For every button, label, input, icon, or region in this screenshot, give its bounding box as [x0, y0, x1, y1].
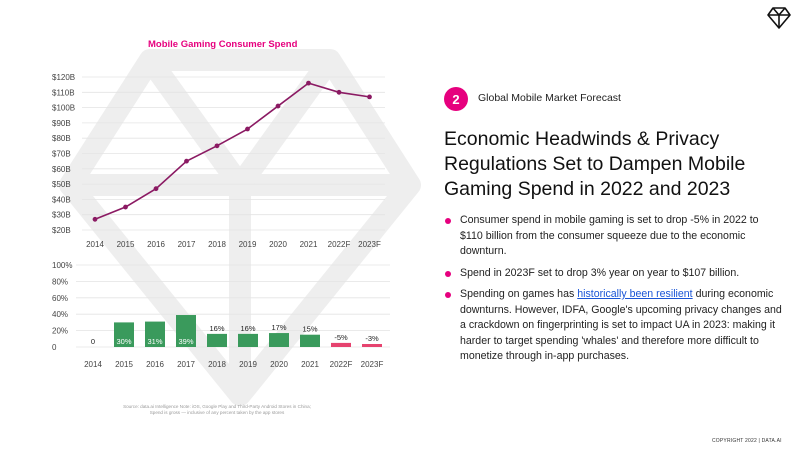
bar-chart-data-label: -5%	[334, 333, 348, 342]
copyright: COPYRIGHT 2022 | DATA.AI	[712, 438, 782, 444]
bar-chart-x-tick-label: 2016	[146, 360, 164, 369]
line-chart-y-tick-label: $60B	[52, 165, 71, 174]
headline: Economic Headwinds & Privacy Regulations…	[444, 128, 746, 200]
line-chart-point	[123, 204, 128, 210]
bar-chart-data-label: 17%	[271, 323, 286, 332]
bar-chart-x-tick-label: 2018	[208, 360, 226, 369]
line-chart-y-tick-label: $20B	[52, 226, 71, 235]
historically-resilient-link[interactable]: historically been resilient	[577, 288, 693, 300]
bar-chart-bar	[362, 344, 382, 347]
line-chart-y-tick-label: $100B	[52, 104, 75, 113]
bar-chart-y-tick-label: 80%	[52, 277, 68, 286]
line-chart-point	[336, 89, 342, 95]
line-chart-y-tick-label: $40B	[52, 195, 71, 204]
line-chart-y-tick-label: $90B	[52, 119, 71, 128]
line-chart-point	[214, 143, 220, 149]
bar-chart-y-tick-label: 60%	[52, 294, 68, 303]
line-chart-x-tick-label: 2015	[117, 240, 135, 249]
bullet-dot-icon	[445, 270, 451, 277]
bar-chart-data-label: 30%	[116, 337, 131, 346]
line-chart-x-tick-label: 2018	[208, 240, 226, 249]
bar-chart-y-tick-label: 100%	[52, 261, 72, 270]
bar-chart-bar	[331, 342, 351, 347]
bar-chart-data-label: 16%	[209, 324, 224, 333]
bar-chart-x-tick-label: 2017	[177, 360, 195, 369]
line-chart-point	[367, 94, 372, 100]
line-chart-point	[153, 186, 159, 192]
section-label: Global Mobile Market Forecast	[478, 92, 621, 104]
line-chart-point	[184, 158, 189, 164]
line-chart-x-tick-label: 2017	[178, 240, 196, 249]
bullet-item: Consumer spend in mobile gaming is set t…	[444, 213, 784, 260]
line-chart-point	[92, 216, 98, 222]
bullet-dot-icon	[445, 218, 451, 224]
source-note: Source: data.ai Intelligence Note: iOS, …	[123, 404, 311, 416]
bar-chart-bar	[114, 322, 134, 347]
bullet-text: Spend in 2023F set to drop 3% year on ye…	[460, 266, 740, 279]
bar-chart-y-tick-label: 0	[52, 343, 57, 352]
bullet-text-before: Spending on games has	[460, 288, 578, 300]
diamond-icon	[767, 7, 791, 29]
line-chart-y-tick-label: $70B	[52, 150, 71, 159]
line-chart-y-tick-label: $120B	[52, 73, 75, 82]
bar-chart-data-label: 39%	[178, 337, 193, 346]
bar-chart-bar	[300, 334, 320, 347]
line-chart-x-tick-label: 2022F	[328, 240, 351, 249]
line-chart-point	[306, 80, 311, 86]
bar-chart-x-tick-label: 2015	[115, 360, 133, 369]
line-chart-point	[275, 103, 281, 109]
line-chart-point	[245, 126, 250, 132]
bar-chart-x-tick-label: 2022F	[330, 360, 353, 369]
bar-chart-x-tick-label: 2020	[270, 360, 288, 369]
line-chart-x-tick-label: 2021	[300, 240, 318, 249]
bar-chart-bar	[238, 333, 258, 347]
line-chart-y-tick-label: $80B	[52, 134, 71, 143]
line-chart-series-line	[94, 82, 370, 221]
bar-chart-y-tick-label: 20%	[52, 327, 68, 336]
line-chart-x-tick-label: 2020	[269, 240, 287, 249]
line-chart: $20B $30B $40B $50B $60B $70B $80B $90B $100B $11…	[52, 73, 385, 249]
line-chart-y-tick-label: $30B	[52, 211, 71, 220]
line-chart-y-tick-label: $110B	[52, 88, 75, 97]
line-chart-x-tick-label: 2016	[147, 240, 165, 249]
line-chart-x-tick-label: 2019	[239, 240, 257, 249]
bullet-dot-icon	[445, 292, 451, 298]
line-chart-title: Mobile Gaming Consumer Spend	[148, 39, 298, 50]
bar-chart-bar	[145, 321, 165, 347]
bar-chart-data-label: 16%	[240, 324, 255, 333]
bar-chart-bar	[269, 333, 289, 347]
bullet-list: Consumer spend in mobile gaming is set t…	[444, 213, 784, 371]
bar-chart-data-label: 0	[91, 337, 95, 346]
section-number-badge: 2	[444, 87, 468, 111]
line-chart-x-tick-label: 2023F	[358, 240, 381, 249]
bullet-item: Spend in 2023F set to drop 3% year on ye…	[444, 266, 784, 282]
line-chart-x-tick-label: 2014	[86, 240, 104, 249]
line-chart-y-tick-label: $50B	[52, 180, 71, 189]
bar-chart-x-tick-label: 2021	[301, 360, 319, 369]
bar-chart-x-tick-label: 2023F	[361, 360, 384, 369]
bar-chart: 0 20% 40% 60% 80% 100% 0 30% 31% 39% 16% 16% 17% 15% -…	[52, 261, 390, 369]
bullet-text-after: during economic downturns. However, IDFA…	[460, 288, 782, 362]
bar-chart-x-tick-label: 2019	[239, 360, 257, 369]
bar-chart-y-tick-label: 40%	[52, 310, 68, 319]
bullet-text: Consumer spend in mobile gaming is set t…	[460, 214, 759, 257]
bar-chart-data-label: 31%	[147, 337, 162, 346]
bar-chart-bar	[176, 315, 196, 347]
bar-chart-x-tick-label: 2014	[84, 360, 102, 369]
bar-chart-data-label: -3%	[365, 334, 379, 343]
bar-chart-data-label: 15%	[302, 325, 317, 334]
bar-chart-bar	[207, 333, 227, 347]
bullet-item: Spending on games has historically been …	[444, 287, 784, 365]
